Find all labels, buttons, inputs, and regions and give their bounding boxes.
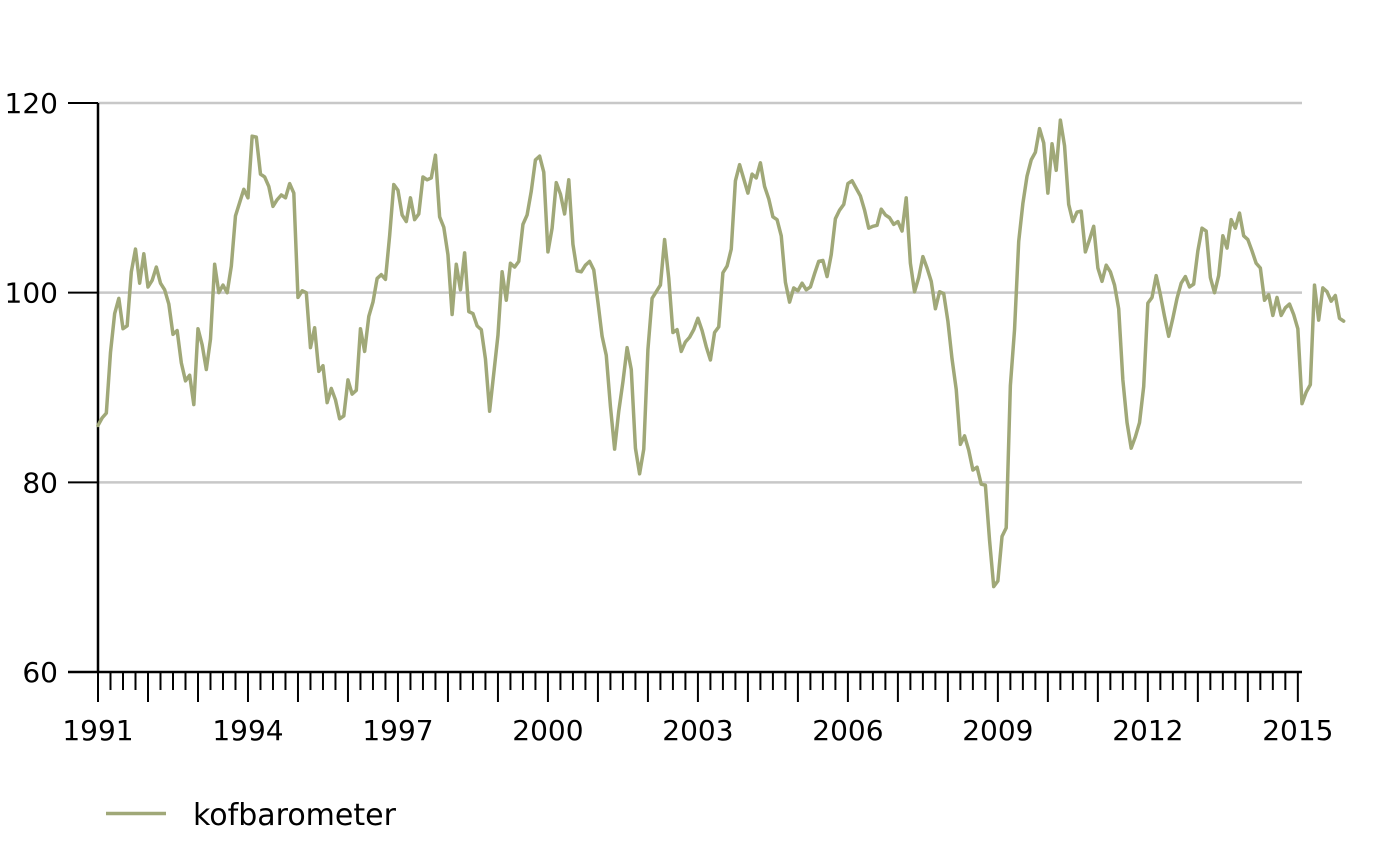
y-tick-label: 80: [22, 466, 58, 499]
x-tick-label: 2009: [962, 714, 1033, 747]
x-tick-label: 2015: [1262, 714, 1333, 747]
x-tick-label: 2006: [812, 714, 883, 747]
x-tick-label: 2012: [1112, 714, 1183, 747]
y-tick-label: 60: [22, 656, 58, 689]
x-tick-label: 2000: [512, 714, 583, 747]
x-tick-label: 1997: [362, 714, 433, 747]
y-tick-label: 100: [5, 277, 58, 310]
legend-label-kofbarometer: kofbarometer: [193, 798, 397, 833]
axes: [68, 103, 1302, 674]
series-layer: [96, 118, 1346, 589]
gridlines: [98, 101, 1302, 484]
x-tick-label: 1994: [212, 714, 283, 747]
y-axis-ticks: 60 80 100 120: [5, 87, 98, 689]
x-tick-label: 2003: [662, 714, 733, 747]
x-tick-label: 1991: [62, 714, 133, 747]
y-tick-label: 120: [5, 87, 58, 120]
legend: kofbarometer: [106, 798, 397, 833]
series-line-kofbarometer: [96, 118, 1346, 589]
x-axis-ticks: 1991 1994 1997 2000 2003 2006 2009 2012 2015: [62, 672, 1333, 747]
